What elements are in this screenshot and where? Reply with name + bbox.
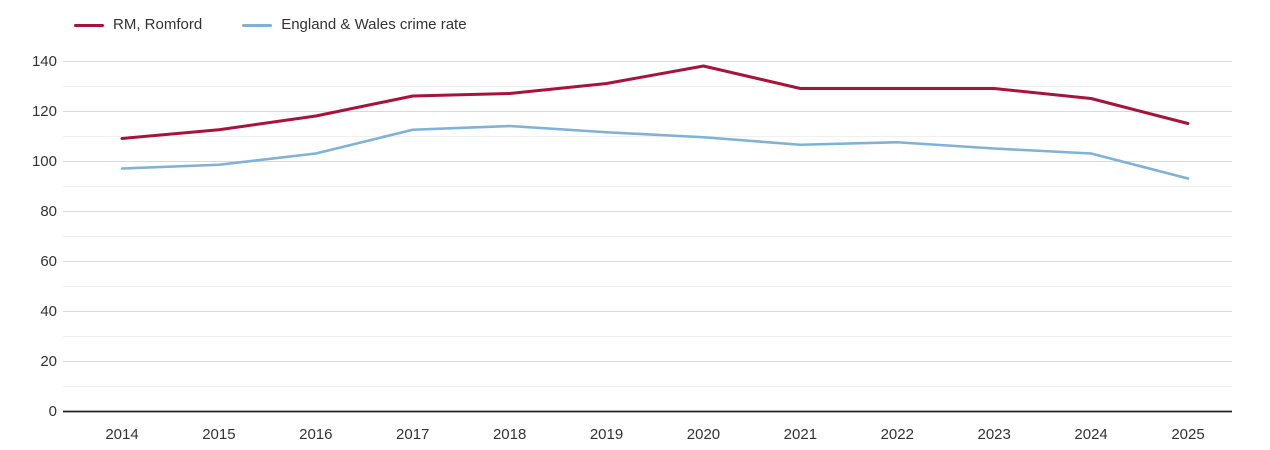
x-axis-tick-label: 2014	[105, 426, 138, 443]
y-axis-tick-label: 60	[40, 253, 57, 270]
romford-series-line	[120, 64, 1190, 140]
x-axis-tick-label: 2025	[1171, 426, 1204, 443]
y-axis-tick-label: 40	[40, 303, 57, 320]
x-axis-tick-label: 2018	[493, 426, 526, 443]
x-axis-tick-label: 2015	[202, 426, 235, 443]
x-axis-tick-label: 2022	[881, 426, 914, 443]
y-axis-tick-label: 140	[32, 53, 57, 70]
legend-item-england-wales[interactable]: England & Wales crime rate	[242, 15, 467, 35]
y-axis-tick-label: 120	[32, 103, 57, 120]
x-axis-tick-label: 2020	[687, 426, 720, 443]
y-axis-tick-label: 0	[49, 403, 57, 420]
x-axis-tick-label: 2024	[1074, 426, 1107, 443]
x-axis-tick-label: 2021	[784, 426, 817, 443]
y-axis-tick-label: 20	[40, 353, 57, 370]
england-wales-series-swatch-icon	[242, 23, 273, 27]
y-axis-tick-label: 80	[40, 203, 57, 220]
x-axis-tick-label: 2016	[299, 426, 332, 443]
legend-item-romford[interactable]: RM, Romford	[74, 15, 202, 35]
legend-label: England & Wales crime rate	[281, 16, 467, 33]
x-axis-tick-label: 2019	[590, 426, 623, 443]
chart-legend: RM, Romford England & Wales crime rate	[74, 15, 467, 35]
x-axis-tick-label: 2017	[396, 426, 429, 443]
x-axis-tick-label: 2023	[977, 426, 1010, 443]
y-axis-tick-label: 100	[32, 153, 57, 170]
legend-label: RM, Romford	[113, 16, 203, 33]
romford-series-swatch-icon	[74, 23, 104, 27]
england-wales-series-line	[120, 124, 1190, 180]
